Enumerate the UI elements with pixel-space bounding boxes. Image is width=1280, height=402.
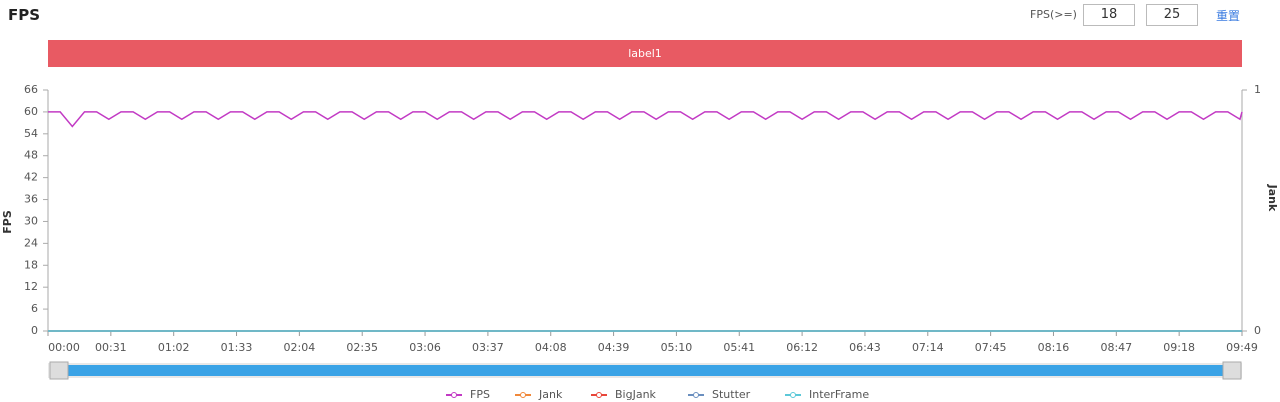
x-tick-label: 06:12	[786, 341, 818, 354]
slider-handle-left[interactable]	[49, 361, 69, 380]
y-tick-label: 54	[24, 127, 38, 140]
x-tick-label: 03:06	[409, 341, 441, 354]
x-tick-label: 05:41	[723, 341, 755, 354]
y2-tick-label: 1	[1254, 83, 1261, 96]
threshold-label: FPS(>=)	[1030, 8, 1077, 21]
y-tick-label: 36	[24, 193, 38, 206]
band-label: label1	[628, 47, 662, 60]
series-line	[48, 111, 1243, 128]
legend-marker	[520, 392, 526, 398]
y2-axis-label: Jank	[1266, 184, 1279, 212]
y-tick-label: 48	[24, 149, 38, 162]
x-tick-label: 07:45	[975, 341, 1007, 354]
y-tick-label: 66	[24, 83, 38, 96]
x-tick-label: 08:47	[1100, 341, 1132, 354]
x-tick-label: 02:35	[346, 341, 378, 354]
y-tick-label: 18	[24, 258, 38, 271]
legend-marker	[596, 392, 602, 398]
y-tick-label: 6	[31, 302, 38, 315]
y-tick-label: 42	[24, 171, 38, 184]
legend-label: InterFrame	[809, 388, 869, 401]
x-tick-label: 01:02	[158, 341, 190, 354]
x-tick-label: 09:49	[1226, 341, 1258, 354]
reset-link[interactable]: 重置	[1216, 9, 1241, 23]
y-tick-label: 0	[31, 324, 38, 337]
y-tick-label: 12	[24, 280, 38, 293]
x-tick-label: 04:39	[598, 341, 630, 354]
legend-marker	[451, 392, 457, 398]
legend-label: Jank	[538, 388, 563, 401]
label-band	[48, 40, 1242, 67]
threshold-low-input[interactable]: 18	[1083, 4, 1135, 26]
x-tick-label: 04:08	[535, 341, 567, 354]
slider-handle-right[interactable]	[1222, 361, 1242, 380]
x-tick-label: 03:37	[472, 341, 504, 354]
x-tick-label: 02:04	[284, 341, 316, 354]
title: FPS	[8, 6, 41, 24]
x-tick-label: 07:14	[912, 341, 944, 354]
x-tick-label: 01:33	[221, 341, 253, 354]
x-tick-label: 05:10	[661, 341, 693, 354]
threshold-high-input[interactable]: 25	[1146, 4, 1198, 26]
x-tick-label: 06:43	[849, 341, 881, 354]
x-tick-label: 00:00	[48, 341, 80, 354]
y-axis-label: FPS	[1, 210, 14, 234]
y-tick-label: 30	[24, 214, 38, 227]
y2-tick-label: 0	[1254, 324, 1261, 337]
slider-range[interactable]	[60, 365, 1230, 376]
legend-label: Stutter	[712, 388, 751, 401]
x-tick-label: 08:16	[1038, 341, 1070, 354]
legend-label: FPS	[470, 388, 490, 401]
x-tick-label: 00:31	[95, 341, 127, 354]
y-tick-label: 60	[24, 105, 38, 118]
y-tick-label: 24	[24, 236, 38, 249]
legend-marker	[693, 392, 699, 398]
x-tick-label: 09:18	[1163, 341, 1195, 354]
legend-marker	[790, 392, 796, 398]
legend-label: BigJank	[615, 388, 657, 401]
